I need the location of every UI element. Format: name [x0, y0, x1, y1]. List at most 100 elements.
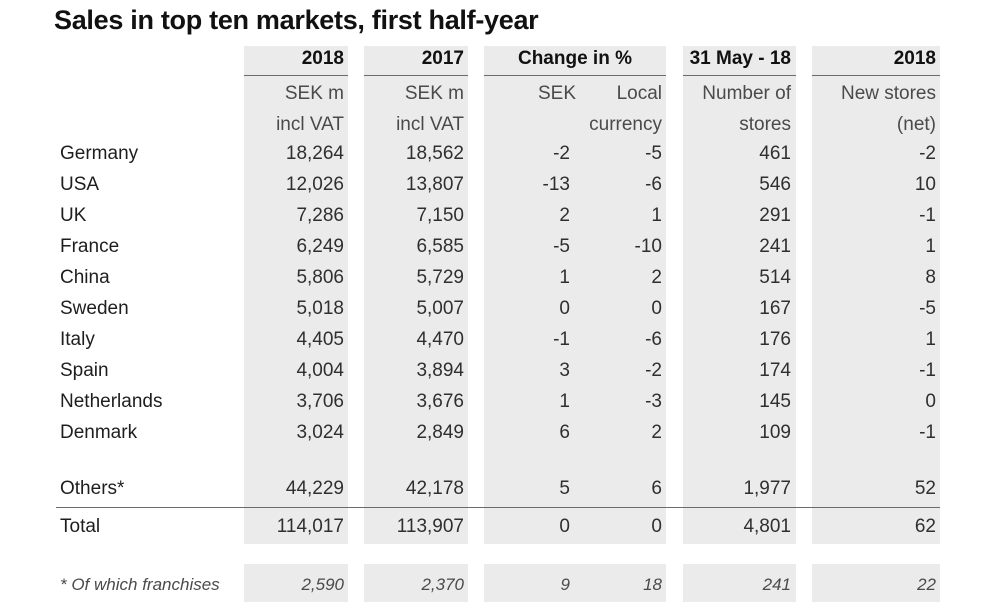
column-bg-2018 — [244, 46, 348, 544]
cell-v2017: 6,585 — [416, 236, 464, 257]
cell-v2017: 3,894 — [416, 360, 464, 381]
cell-new: 10 — [914, 174, 936, 195]
cell-new: 1 — [925, 329, 936, 350]
cell-stores: 546 — [759, 174, 791, 195]
subheader-change-local: Local — [616, 83, 662, 104]
row-label: Others* — [60, 478, 125, 499]
cell-sek: 5 — [559, 478, 570, 499]
cell-stores: 4,801 — [743, 516, 791, 537]
cell-local: -3 — [645, 391, 662, 412]
total-divider — [56, 507, 940, 508]
cell-new: 1 — [925, 236, 936, 257]
franchise-bg-2017 — [364, 564, 468, 602]
row-label: * Of which franchises — [60, 575, 220, 594]
cell-sek: 6 — [559, 422, 570, 443]
cell-sek: -2 — [553, 143, 570, 164]
cell-local: -6 — [645, 329, 662, 350]
subheader-new-stores-2: (net) — [896, 114, 936, 135]
cell-v2018: 4,004 — [296, 360, 344, 381]
column-bg-new-stores — [812, 46, 940, 544]
cell-sek: -13 — [542, 174, 570, 195]
cell-sek: 0 — [559, 298, 570, 319]
subheader-stores-2: stores — [739, 114, 791, 135]
cell-v2018: 5,806 — [296, 267, 344, 288]
subheader-change-sek: SEK — [537, 83, 576, 104]
franchise-bg-change — [484, 564, 666, 602]
cell-new: -1 — [919, 205, 936, 226]
subheader-2018-unit: SEK m — [284, 83, 344, 104]
cell-v2018: 44,229 — [285, 478, 344, 499]
cell-stores: 109 — [759, 422, 791, 443]
header-divider — [364, 75, 468, 76]
column-header-2018: 2018 — [301, 48, 344, 69]
column-header-new-stores: 2018 — [893, 48, 936, 69]
cell-stores: 176 — [759, 329, 791, 350]
cell-v2018: 3,706 — [296, 391, 344, 412]
cell-v2018: 12,026 — [285, 174, 344, 195]
cell-new: -2 — [919, 143, 936, 164]
cell-local: -6 — [645, 174, 662, 195]
franchise-bg-2018 — [244, 564, 348, 602]
cell-sek: 3 — [559, 360, 570, 381]
cell-local: 2 — [651, 422, 662, 443]
cell-v2017: 4,470 — [416, 329, 464, 350]
cell-sek: -5 — [553, 236, 570, 257]
header-divider — [683, 75, 796, 76]
cell-local: -10 — [634, 236, 662, 257]
cell-v2017: 3,676 — [416, 391, 464, 412]
cell-local: 6 — [651, 478, 662, 499]
cell-stores: 145 — [759, 391, 791, 412]
cell-v2017: 18,562 — [405, 143, 464, 164]
page-title: Sales in top ten markets, first half-yea… — [54, 5, 539, 35]
subheader-new-stores: New stores — [840, 83, 936, 104]
cell-new: 0 — [925, 391, 936, 412]
cell-v2018: 7,286 — [296, 205, 344, 226]
cell-local: 2 — [651, 267, 662, 288]
cell-new: -1 — [919, 422, 936, 443]
row-label: Spain — [60, 360, 109, 381]
row-label: France — [60, 236, 120, 257]
cell-stores: 241 — [759, 236, 791, 257]
cell-new: 22 — [917, 575, 936, 594]
cell-local: -5 — [645, 143, 662, 164]
row-label: Germany — [60, 143, 139, 164]
subheader-2017-vat: incl VAT — [396, 114, 464, 135]
row-label: Netherlands — [60, 391, 163, 412]
franchise-bg-new-stores — [812, 564, 940, 602]
cell-v2017: 2,849 — [416, 422, 464, 443]
row-label: China — [60, 267, 110, 288]
row-label: UK — [60, 205, 87, 226]
franchise-bg-stores — [683, 564, 796, 602]
row-label: Sweden — [60, 298, 129, 319]
cell-sek: 1 — [559, 391, 570, 412]
cell-v2018: 2,590 — [301, 575, 344, 594]
cell-new: 52 — [914, 478, 936, 499]
cell-v2017: 13,807 — [405, 174, 464, 195]
cell-local: 1 — [651, 205, 662, 226]
cell-v2017: 5,729 — [416, 267, 464, 288]
cell-stores: 174 — [759, 360, 791, 381]
cell-v2017: 5,007 — [416, 298, 464, 319]
subheader-change-currency: currency — [589, 114, 662, 135]
cell-sek: 1 — [559, 267, 570, 288]
cell-stores: 167 — [759, 298, 791, 319]
subheader-stores: Number of — [702, 83, 791, 104]
cell-v2018: 114,017 — [276, 516, 344, 537]
header-divider — [484, 75, 666, 76]
cell-v2018: 3,024 — [296, 422, 344, 443]
subheader-2017-unit: SEK m — [404, 83, 464, 104]
cell-new: 8 — [925, 267, 936, 288]
row-label: Italy — [60, 329, 95, 350]
cell-v2018: 4,405 — [296, 329, 344, 350]
cell-v2017: 7,150 — [416, 205, 464, 226]
column-header-change: Change in % — [517, 48, 632, 69]
cell-new: -1 — [919, 360, 936, 381]
subheader-2018-vat: incl VAT — [276, 114, 344, 135]
cell-local: -2 — [645, 360, 662, 381]
column-bg-change — [484, 46, 666, 544]
cell-stores: 291 — [759, 205, 791, 226]
cell-v2018: 18,264 — [285, 143, 344, 164]
column-header-2017: 2017 — [421, 48, 464, 69]
row-label: Denmark — [60, 422, 138, 443]
header-divider — [812, 75, 940, 76]
